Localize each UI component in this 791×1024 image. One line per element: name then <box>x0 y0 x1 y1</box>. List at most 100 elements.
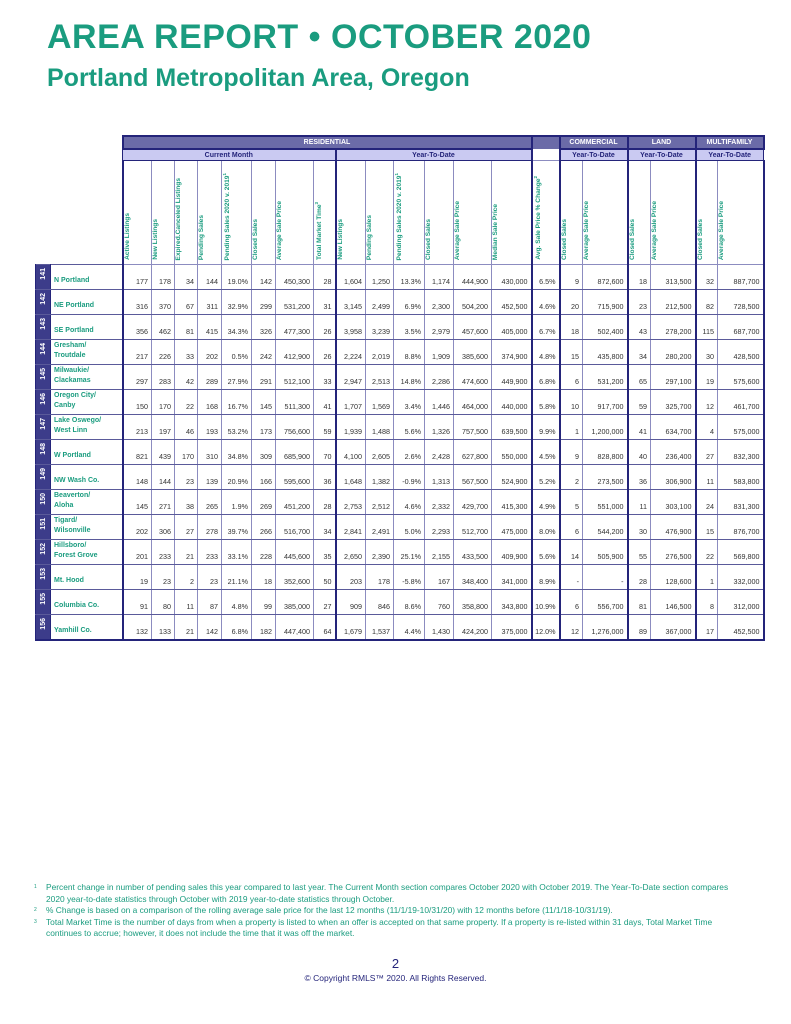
table-cell: 27.9% <box>221 364 252 390</box>
table-cell: 4,100 <box>334 439 366 465</box>
table-cell: 715,900 <box>582 289 628 315</box>
area-name-line: Beaverton/ <box>54 492 91 499</box>
area-number: 142 <box>35 289 51 315</box>
table-cell: 19 <box>121 564 152 590</box>
area-name-line: SE Portland <box>54 327 94 334</box>
area-name-line: Columbia Co. <box>54 602 100 609</box>
area-number: 141 <box>35 264 51 290</box>
table-cell: 34.8% <box>221 439 252 465</box>
table-cell: 168 <box>197 389 222 415</box>
table-cell: 28 <box>313 489 336 515</box>
column-header: Avg. Sale Price % Change2 <box>530 160 560 265</box>
table-row: 153 Mt. Hood 19 23 2 23 21.1% 18 352,600 50 203 178… <box>35 564 765 590</box>
table-cell: 128,600 <box>650 564 696 590</box>
table-cell: 81 <box>174 314 198 340</box>
table-cell: 280,200 <box>650 339 696 365</box>
table-cell: 19 <box>694 364 718 390</box>
table-cell: 1,537 <box>365 614 394 641</box>
table-row: 151 Tigard/Wilsonville 202 306 27 278 39.7% 266… <box>35 514 765 540</box>
table-cell: 19.0% <box>221 264 252 290</box>
table-cell: 170 <box>174 439 198 465</box>
table-cell: 1,174 <box>424 264 454 290</box>
table-cell: 166 <box>251 464 276 490</box>
table-cell: 89 <box>626 614 651 641</box>
table-cell: 457,600 <box>453 314 492 340</box>
table-cell: 887,700 <box>717 264 765 290</box>
table-cell: - <box>558 564 583 590</box>
table-cell: 303,100 <box>650 489 696 515</box>
table-cell: 627,800 <box>453 439 492 465</box>
column-header-label: Average Sale Price <box>276 200 284 260</box>
area-name: Gresham/Troutdale <box>50 339 123 365</box>
table-cell: 1 <box>558 414 583 440</box>
table-cell: 450,300 <box>275 264 314 290</box>
table-cell: 139 <box>197 464 222 490</box>
table-cell: 65 <box>626 364 651 390</box>
table-cell: 556,700 <box>582 589 628 615</box>
table-cell: 59 <box>626 389 651 415</box>
column-header: New Listings <box>151 160 175 265</box>
column-header-label: Closed Sales <box>696 218 704 260</box>
table-cell: 325,700 <box>650 389 696 415</box>
area-name: Milwaukie/Clackamas <box>50 364 123 390</box>
area-number: 143 <box>35 314 51 340</box>
table-cell: 24 <box>694 489 718 515</box>
table-cell: 8.9% <box>530 564 560 590</box>
table-cell: 832,300 <box>717 439 765 465</box>
table-cell: 39.7% <box>221 514 252 540</box>
table-row: 155 Columbia Co. 91 80 11 87 4.8% 99 385,000 27 90… <box>35 589 765 615</box>
table-row: 141 N Portland 177 178 34 144 19.0% 142 450,300 2… <box>35 264 765 290</box>
table-cell: 202 <box>121 514 152 540</box>
area-name-line: W Portland <box>54 452 91 459</box>
table-cell: 145 <box>251 389 276 415</box>
table-cell: 4.4% <box>393 614 425 641</box>
table-cell: 9 <box>558 439 583 465</box>
table-cell: 424,200 <box>453 614 492 641</box>
table-cell: 687,700 <box>717 314 765 340</box>
table-cell: 30 <box>626 514 651 540</box>
table-cell: 276,500 <box>650 539 696 565</box>
column-header: New Listings <box>334 160 366 265</box>
table-cell: 2,491 <box>365 514 394 540</box>
table-cell: 297,100 <box>650 364 696 390</box>
report-title: AREA REPORT • OCTOBER 2020 <box>47 18 592 56</box>
table-cell: 575,000 <box>717 414 765 440</box>
table-cell: 142 <box>197 614 222 641</box>
table-cell: 524,900 <box>491 464 532 490</box>
table-cell: 34.3% <box>221 314 252 340</box>
table-cell: 145 <box>121 489 152 515</box>
column-header-label: Closed Sales <box>425 218 433 260</box>
table-cell: 1,707 <box>334 389 366 415</box>
table-cell: 30 <box>694 339 718 365</box>
footnote-text: % Change is based on a comparison of the… <box>46 905 613 915</box>
area-name: Yamhill Co. <box>50 614 123 641</box>
area-number: 151 <box>35 514 51 540</box>
area-number-label: 146 <box>39 393 47 405</box>
table-cell: 2,499 <box>365 289 394 315</box>
table-cell: 1,648 <box>334 464 366 490</box>
table-cell: 316 <box>121 289 152 315</box>
table-cell: 115 <box>694 314 718 340</box>
table-cell: 226 <box>151 339 175 365</box>
table-cell: 846 <box>365 589 394 615</box>
table-cell: 4.5% <box>530 439 560 465</box>
table-cell: 477,300 <box>275 314 314 340</box>
table-cell: 12.0% <box>530 614 560 641</box>
table-cell: 385,000 <box>275 589 314 615</box>
table-cell: 38 <box>174 489 198 515</box>
area-number: 145 <box>35 364 51 390</box>
area-number-label: 155 <box>39 593 47 605</box>
table-cell: 505,900 <box>582 539 628 565</box>
column-header-label: Pending Sales <box>366 214 374 260</box>
subsection-ytd-land: Year-To-Date <box>626 148 696 161</box>
table-cell: 462 <box>151 314 175 340</box>
table-cell: 46 <box>174 414 198 440</box>
table-cell: 6.8% <box>530 364 560 390</box>
table-cell: 82 <box>694 289 718 315</box>
table-row: 144 Gresham/Troutdale 217 226 33 202 0.5% 242 41… <box>35 339 765 365</box>
table-cell: 352,600 <box>275 564 314 590</box>
table-cell: 312,000 <box>717 589 765 615</box>
table-cell: 872,600 <box>582 264 628 290</box>
column-header: Closed Sales <box>626 160 651 265</box>
subsection-ytd-residential: Year-To-Date <box>334 148 532 161</box>
